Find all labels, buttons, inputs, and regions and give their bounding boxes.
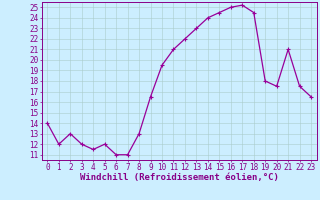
X-axis label: Windchill (Refroidissement éolien,°C): Windchill (Refroidissement éolien,°C)	[80, 173, 279, 182]
